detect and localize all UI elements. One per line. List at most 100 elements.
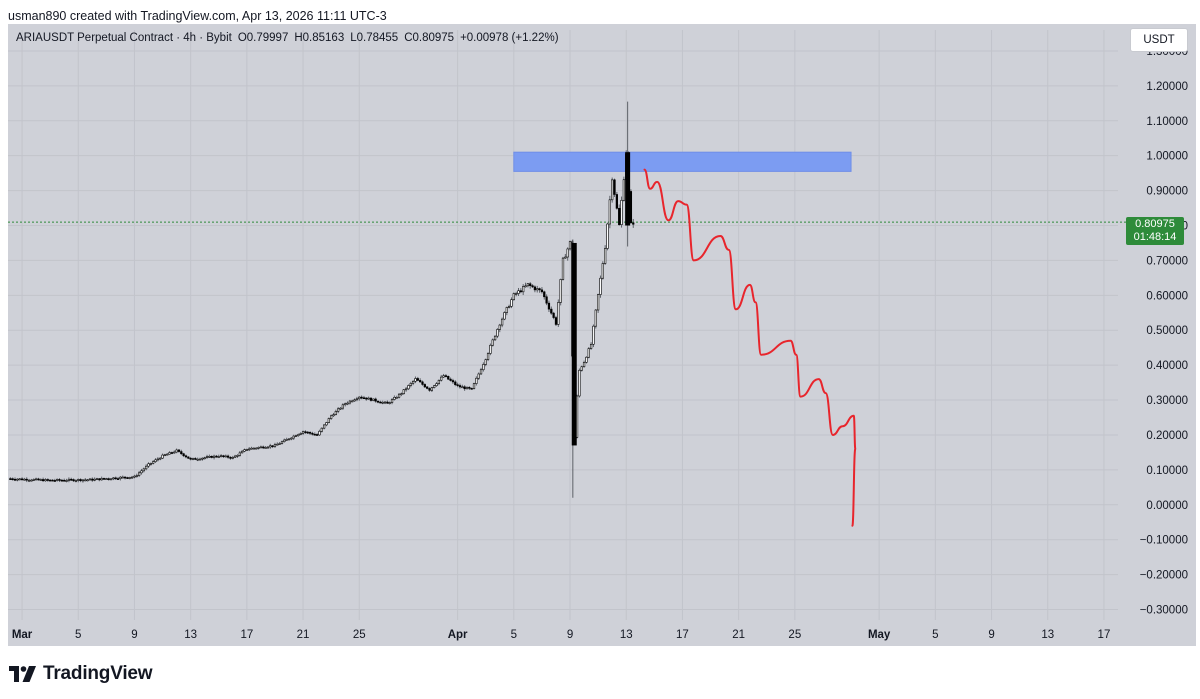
candle [369, 397, 373, 401]
candle [582, 362, 586, 368]
candle [529, 283, 532, 286]
candle [423, 384, 426, 388]
candle [95, 478, 99, 481]
y-tick-label: 1.10000 [1146, 116, 1188, 128]
y-tick-label: −0.30000 [1140, 605, 1188, 617]
candle [154, 459, 157, 462]
candle [493, 335, 497, 341]
candle [203, 457, 206, 459]
candle [77, 479, 80, 481]
candle [393, 397, 396, 400]
candle [472, 383, 476, 389]
candle [271, 445, 274, 448]
top-candle [625, 152, 631, 226]
candle [536, 288, 539, 291]
candle [44, 479, 47, 482]
candle [215, 455, 218, 458]
candle [138, 472, 141, 476]
current-price-tag: 0.80975 01:48:14 [1126, 217, 1184, 245]
candle [290, 437, 293, 440]
candle [629, 191, 633, 224]
candle [477, 373, 480, 379]
candle [552, 312, 555, 318]
candle [397, 393, 401, 398]
tradingview-brand[interactable]: TradingView [9, 662, 153, 686]
candle [49, 479, 52, 482]
candle [11, 478, 14, 481]
candle [173, 451, 176, 454]
candle [346, 402, 349, 405]
x-tick-label: 5 [75, 629, 81, 641]
x-tick-label: 17 [240, 629, 253, 641]
candle [156, 458, 159, 461]
candle [327, 418, 330, 423]
candle [365, 397, 368, 400]
candle [198, 458, 202, 461]
candle [184, 455, 188, 458]
candle [67, 478, 71, 481]
low-value: L0.78455 [350, 32, 399, 44]
candle [426, 386, 429, 389]
symbol-title[interactable]: ARIAUSDT Perpetual Contract · 4h · Bybit [16, 32, 232, 44]
candle [526, 283, 529, 287]
candle [601, 263, 604, 279]
y-tick-label: 0.90000 [1146, 186, 1188, 198]
candle [486, 353, 490, 360]
candle [376, 400, 380, 403]
projection-path[interactable] [643, 168, 857, 527]
candle [344, 403, 347, 406]
candle [353, 399, 356, 402]
candle [276, 443, 279, 446]
chart-area[interactable]: 1.300001.200001.100001.000000.900000.800… [8, 24, 1196, 646]
candle [564, 256, 567, 259]
candle [231, 456, 234, 459]
candle [561, 257, 565, 280]
tradingview-logo-icon [9, 666, 36, 682]
x-tick-label: 9 [567, 629, 573, 641]
candle [168, 452, 171, 455]
candle [510, 299, 513, 307]
candle [622, 179, 626, 201]
candle [315, 434, 319, 436]
candle [234, 455, 237, 458]
currency-selector[interactable]: USDT [1130, 28, 1188, 52]
candle [615, 194, 618, 209]
candle [212, 455, 216, 458]
candle [273, 444, 277, 447]
candle [252, 447, 256, 450]
candle [545, 296, 548, 304]
y-tick-label: −0.10000 [1140, 535, 1188, 547]
candle [81, 479, 85, 482]
candle [611, 179, 614, 201]
candle [222, 455, 225, 458]
candle [468, 386, 471, 389]
candle [442, 375, 445, 378]
candle [313, 433, 316, 436]
candle [147, 463, 150, 467]
candle [149, 462, 152, 465]
candle [430, 387, 433, 391]
y-tick-label: 0.20000 [1146, 430, 1188, 442]
candle [498, 324, 501, 330]
candle [217, 456, 220, 458]
candle [337, 408, 340, 412]
candle [463, 386, 466, 390]
candle [332, 414, 335, 417]
current-price-label: 0.80975 [1135, 218, 1175, 230]
candle [285, 439, 288, 441]
candle [194, 458, 197, 460]
candle [56, 479, 59, 481]
resistance-zone[interactable] [513, 151, 852, 172]
candle [379, 401, 382, 404]
candle [93, 478, 96, 481]
candle [91, 478, 94, 481]
candle [84, 479, 87, 482]
candle [39, 479, 42, 481]
candle [283, 439, 286, 443]
candle [238, 452, 241, 456]
price-chart[interactable]: 1.300001.200001.100001.000000.900000.800… [8, 24, 1196, 646]
candle [547, 302, 551, 310]
candle [152, 461, 155, 464]
y-tick-label: −0.20000 [1140, 570, 1188, 582]
candle [175, 449, 178, 453]
